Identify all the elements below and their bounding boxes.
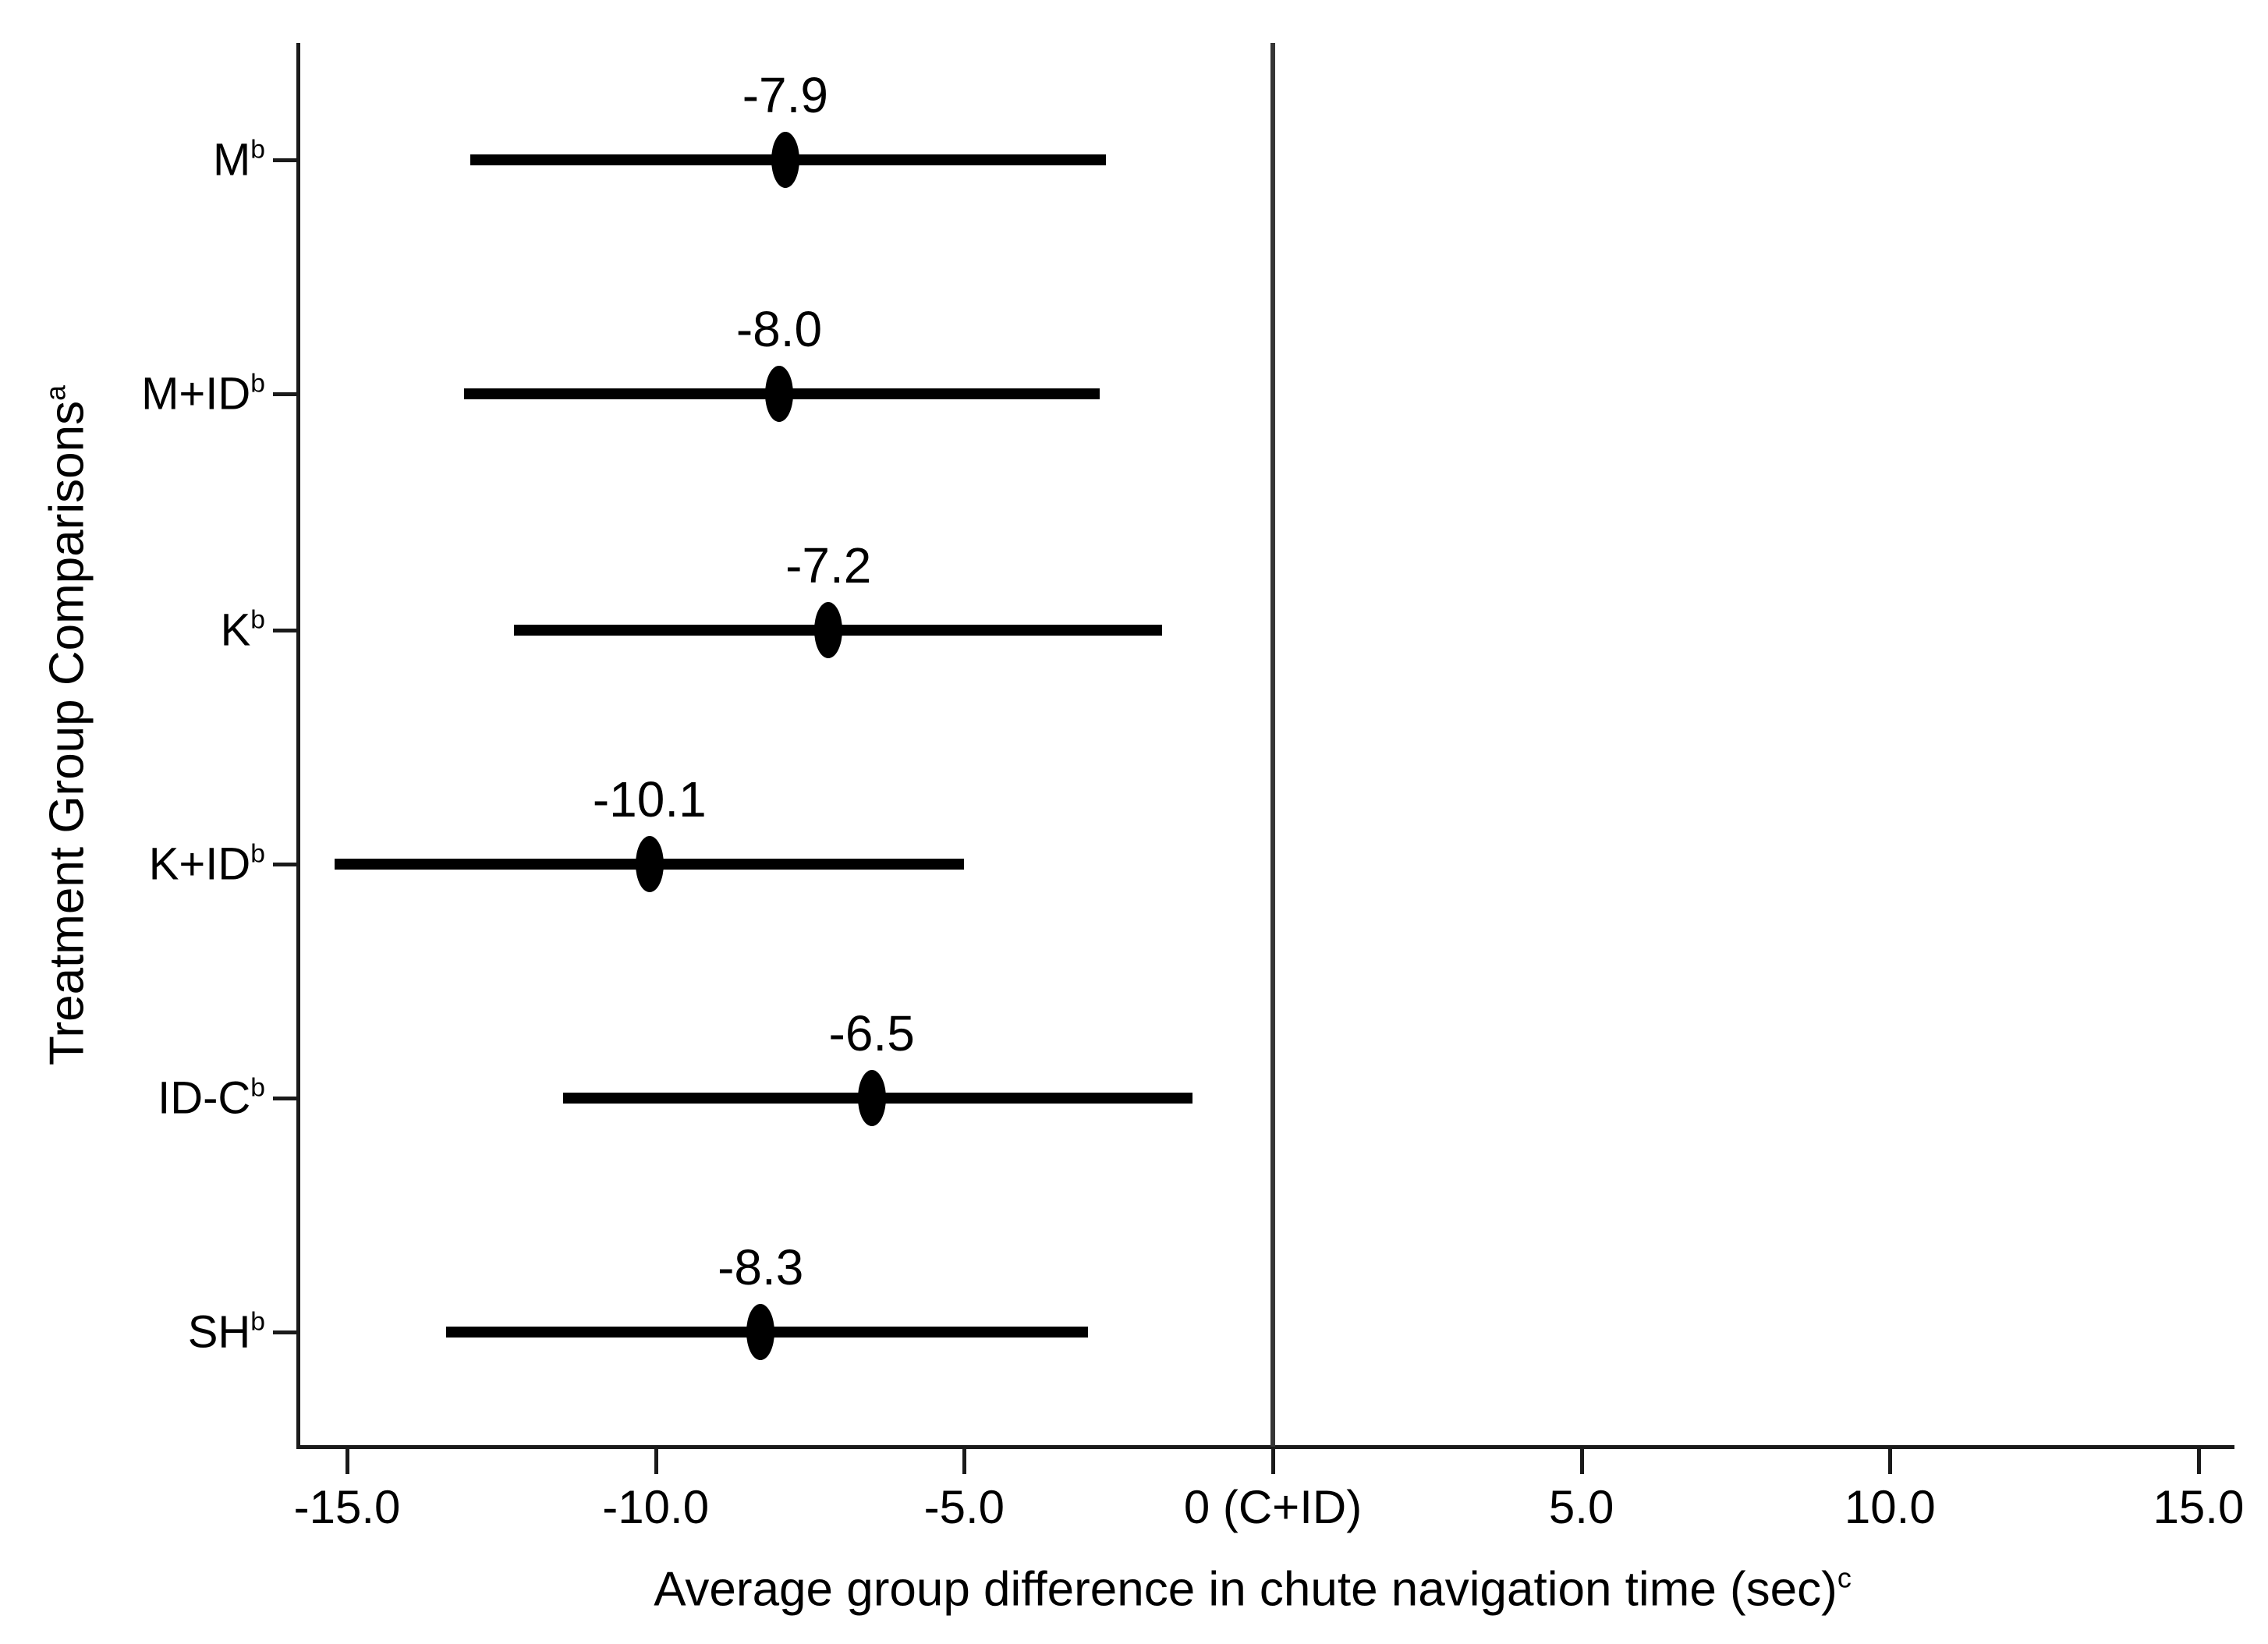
y-category-text: K+ID [148, 838, 251, 890]
x-tick-label: -10.0 [602, 1481, 710, 1533]
y-axis-line [296, 43, 300, 1449]
y-category-superscript: b [250, 839, 265, 869]
y-category-label: M+IDb [31, 368, 265, 420]
x-tick [654, 1447, 658, 1474]
y-tick [273, 1330, 299, 1334]
y-category-text: M+ID [141, 368, 251, 420]
y-category-label: ID-Cb [31, 1072, 265, 1125]
y-category-superscript: b [250, 1073, 265, 1103]
y-category-text: SH [187, 1306, 251, 1358]
x-tick-label: 15.0 [2153, 1481, 2245, 1533]
y-category-superscript: b [250, 369, 265, 399]
x-tick [1888, 1447, 1893, 1474]
y-category-label: K+IDb [31, 838, 265, 891]
point-estimate-marker [771, 132, 799, 188]
x-axis-line [296, 1445, 2234, 1449]
x-tick [2196, 1447, 2201, 1474]
point-estimate-marker [635, 836, 664, 892]
x-axis-title-superscript: c [1837, 1561, 1852, 1594]
point-estimate-marker [814, 602, 843, 658]
y-tick [273, 1097, 299, 1100]
point-value-label: -6.5 [828, 1005, 915, 1061]
y-category-text: ID-C [158, 1072, 251, 1124]
x-tick-label: 5.0 [1548, 1481, 1614, 1533]
y-category-label: Mb [31, 134, 265, 186]
y-category-text: M [212, 134, 251, 186]
y-tick [273, 158, 299, 162]
y-tick [273, 629, 299, 632]
x-tick-label: -15.0 [293, 1481, 401, 1533]
x-tick [1271, 1447, 1275, 1474]
x-tick-label: -5.0 [923, 1481, 1005, 1533]
point-value-label: -7.2 [785, 537, 872, 593]
y-tick [273, 863, 299, 866]
y-category-text: K [220, 604, 251, 656]
y-category-label: SHb [31, 1306, 265, 1359]
point-value-label: -8.0 [735, 301, 823, 357]
point-estimate-marker [764, 366, 793, 422]
point-value-label: -10.1 [592, 771, 707, 827]
y-category-superscript: b [250, 1307, 265, 1337]
y-axis-title: Treatment Group Comparisonsa [39, 385, 95, 1066]
x-axis-title: Average group difference in chute naviga… [654, 1561, 1852, 1617]
x-tick-label: 10.0 [1844, 1481, 1936, 1533]
y-category-superscript: b [250, 135, 265, 165]
point-value-label: -7.9 [742, 67, 828, 123]
point-value-label: -8.3 [718, 1239, 804, 1295]
point-estimate-marker [857, 1070, 886, 1126]
x-tick [1579, 1447, 1584, 1474]
y-category-label: Kb [31, 604, 265, 657]
x-axis-title-text: Average group difference in chute naviga… [654, 1562, 1837, 1617]
zero-reference-line [1270, 43, 1275, 1447]
x-tick [962, 1447, 967, 1474]
y-axis-title-text: Treatment Group Comparisons [40, 400, 94, 1066]
y-tick [273, 392, 299, 396]
y-category-superscript: b [250, 605, 265, 635]
x-tick [346, 1447, 350, 1474]
x-tick-label: 0 (C+ID) [1183, 1481, 1363, 1533]
point-estimate-marker [746, 1304, 775, 1360]
